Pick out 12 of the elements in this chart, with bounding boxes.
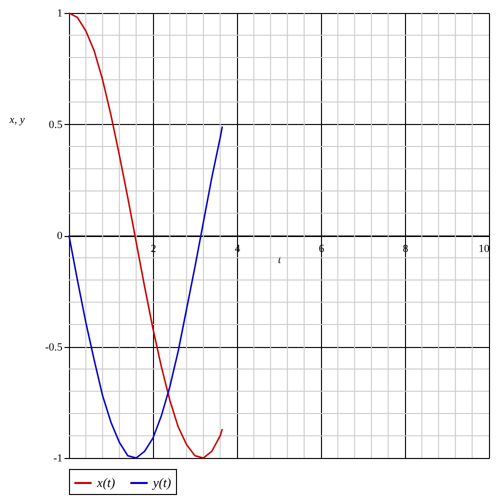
x-tick-label: 10 bbox=[478, 243, 490, 255]
line-series bbox=[68, 12, 224, 459]
y-tick-label: -0.5 bbox=[45, 341, 63, 354]
legend-label: y(t) bbox=[151, 475, 172, 490]
y-axis-title: x, y bbox=[8, 114, 25, 126]
line-series bbox=[68, 126, 224, 459]
y-tick-label: -1 bbox=[53, 452, 62, 464]
legend-label: x(t) bbox=[96, 475, 116, 490]
y-tick-label: 1 bbox=[57, 8, 62, 20]
y-tick-label: 0.5 bbox=[48, 118, 63, 131]
x-axis-title: t bbox=[278, 254, 282, 266]
y-tick-label: 0 bbox=[57, 230, 63, 242]
